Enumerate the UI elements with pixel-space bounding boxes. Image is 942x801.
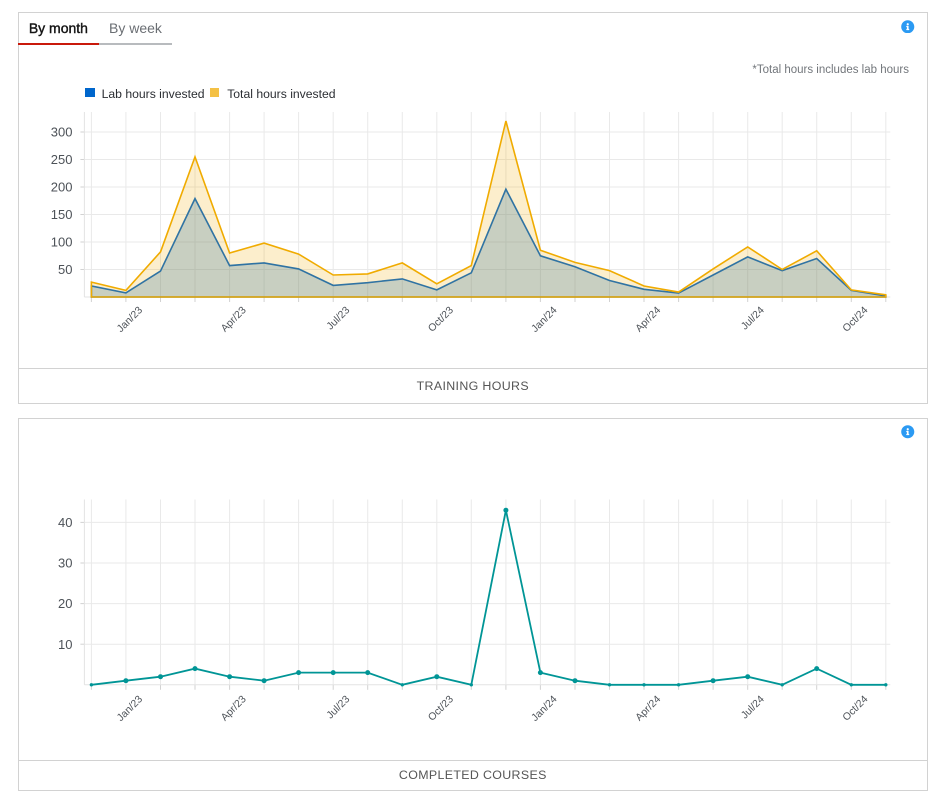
svg-text:40: 40 — [58, 515, 72, 530]
svg-text:30: 30 — [58, 556, 72, 571]
svg-text:300: 300 — [51, 125, 73, 140]
svg-text:10: 10 — [58, 637, 72, 652]
svg-text:50: 50 — [58, 262, 72, 277]
svg-text:Jan/23: Jan/23 — [115, 305, 145, 335]
svg-text:Apr/24: Apr/24 — [634, 305, 664, 335]
svg-text:250: 250 — [51, 152, 73, 167]
svg-text:Oct/24: Oct/24 — [841, 694, 871, 724]
svg-text:Jul/24: Jul/24 — [739, 305, 767, 333]
svg-text:Apr/23: Apr/23 — [219, 694, 249, 724]
svg-text:Jul/23: Jul/23 — [325, 694, 353, 722]
svg-text:150: 150 — [51, 207, 73, 222]
svg-text:Oct/24: Oct/24 — [841, 305, 871, 335]
svg-text:Jan/24: Jan/24 — [530, 305, 560, 335]
svg-text:Apr/23: Apr/23 — [219, 305, 249, 335]
svg-text:Jan/23: Jan/23 — [115, 694, 145, 724]
svg-text:Apr/24: Apr/24 — [634, 694, 664, 724]
svg-text:Jan/24: Jan/24 — [530, 694, 560, 724]
svg-text:200: 200 — [51, 180, 73, 195]
svg-text:Oct/23: Oct/23 — [426, 694, 456, 724]
svg-text:Jul/23: Jul/23 — [325, 305, 353, 333]
svg-text:Oct/23: Oct/23 — [426, 305, 456, 335]
svg-text:20: 20 — [58, 596, 72, 611]
svg-text:100: 100 — [51, 235, 73, 250]
svg-text:Jul/24: Jul/24 — [739, 694, 767, 722]
